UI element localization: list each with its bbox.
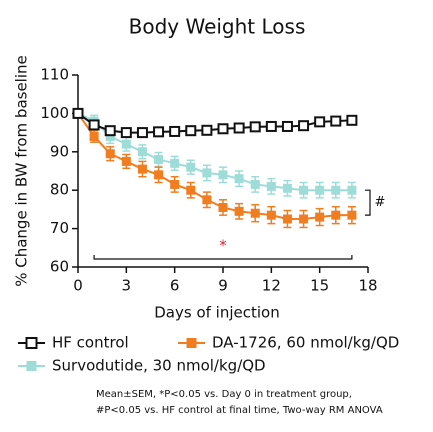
x-tick-label: 12 [262, 277, 281, 295]
x-tick-label: 3 [122, 277, 132, 295]
point [89, 131, 99, 141]
point [315, 185, 325, 195]
point [120, 127, 132, 139]
y-tick-label: 100 [40, 104, 69, 122]
point [315, 212, 325, 222]
point [72, 107, 84, 119]
point [153, 126, 165, 138]
point [282, 183, 292, 193]
point [170, 179, 180, 189]
point [330, 115, 342, 127]
y-tick-label: 80 [50, 181, 69, 199]
point [105, 131, 115, 141]
point [266, 181, 276, 191]
y-tick-label: 110 [40, 66, 69, 84]
significance-label: # [375, 195, 386, 210]
x-tick-label: 0 [73, 277, 83, 295]
point [249, 121, 261, 133]
legend-marker [25, 337, 38, 349]
point [202, 168, 212, 178]
y-tick-label: 60 [50, 258, 69, 276]
significance-bracket [365, 189, 371, 216]
point [136, 127, 148, 139]
point [250, 179, 260, 189]
point [186, 162, 196, 172]
point [299, 185, 309, 195]
point [121, 156, 131, 166]
footnote: Mean±SEM, *P<0.05 vs. Day 0 in treatment… [96, 389, 352, 400]
x-tick-label: 15 [310, 277, 329, 295]
significance-bracket [93, 255, 353, 260]
point [234, 206, 244, 216]
y-tick-label: 70 [50, 219, 69, 237]
point [282, 214, 292, 224]
point [154, 154, 164, 164]
point [265, 120, 277, 132]
x-axis-label: Days of injection [154, 304, 279, 322]
point [137, 147, 147, 157]
x-tick-label: 6 [170, 277, 180, 295]
point [299, 214, 309, 224]
point [347, 210, 357, 220]
point [169, 125, 181, 137]
point [281, 120, 293, 132]
point [233, 122, 245, 134]
point [186, 185, 196, 195]
significance-label: * [219, 237, 227, 255]
point [347, 185, 357, 195]
point [218, 170, 228, 180]
footnote: #P<0.05 vs. HF control at final time, Tw… [96, 405, 383, 416]
point [218, 202, 228, 212]
point [298, 120, 310, 132]
point [201, 124, 213, 136]
point [331, 185, 341, 195]
y-axis-label: % Change in BW from baseline [13, 55, 31, 287]
point [185, 125, 197, 137]
legend-marker [186, 338, 197, 348]
point [154, 170, 164, 180]
point [121, 139, 131, 149]
x-tick-label: 9 [218, 277, 228, 295]
legend-label: HF control [52, 334, 129, 352]
series-line [77, 112, 352, 134]
point [217, 123, 229, 135]
legend-label: Survodutide, 30 nmol/kg/QD [52, 357, 266, 375]
point [105, 149, 115, 159]
point [250, 208, 260, 218]
point [88, 119, 100, 131]
x-tick-label: 18 [358, 277, 377, 295]
point [266, 210, 276, 220]
point [104, 125, 116, 137]
legend-label: DA-1726, 60 nmol/kg/QD [212, 334, 399, 352]
chart-title: Body Weight Loss [129, 15, 306, 39]
point [170, 158, 180, 168]
point [314, 116, 326, 128]
point [202, 195, 212, 205]
y-tick-label: 90 [50, 142, 69, 160]
point [346, 114, 358, 126]
point [331, 210, 341, 220]
point [234, 174, 244, 184]
point [137, 164, 147, 174]
legend-marker [26, 361, 37, 371]
